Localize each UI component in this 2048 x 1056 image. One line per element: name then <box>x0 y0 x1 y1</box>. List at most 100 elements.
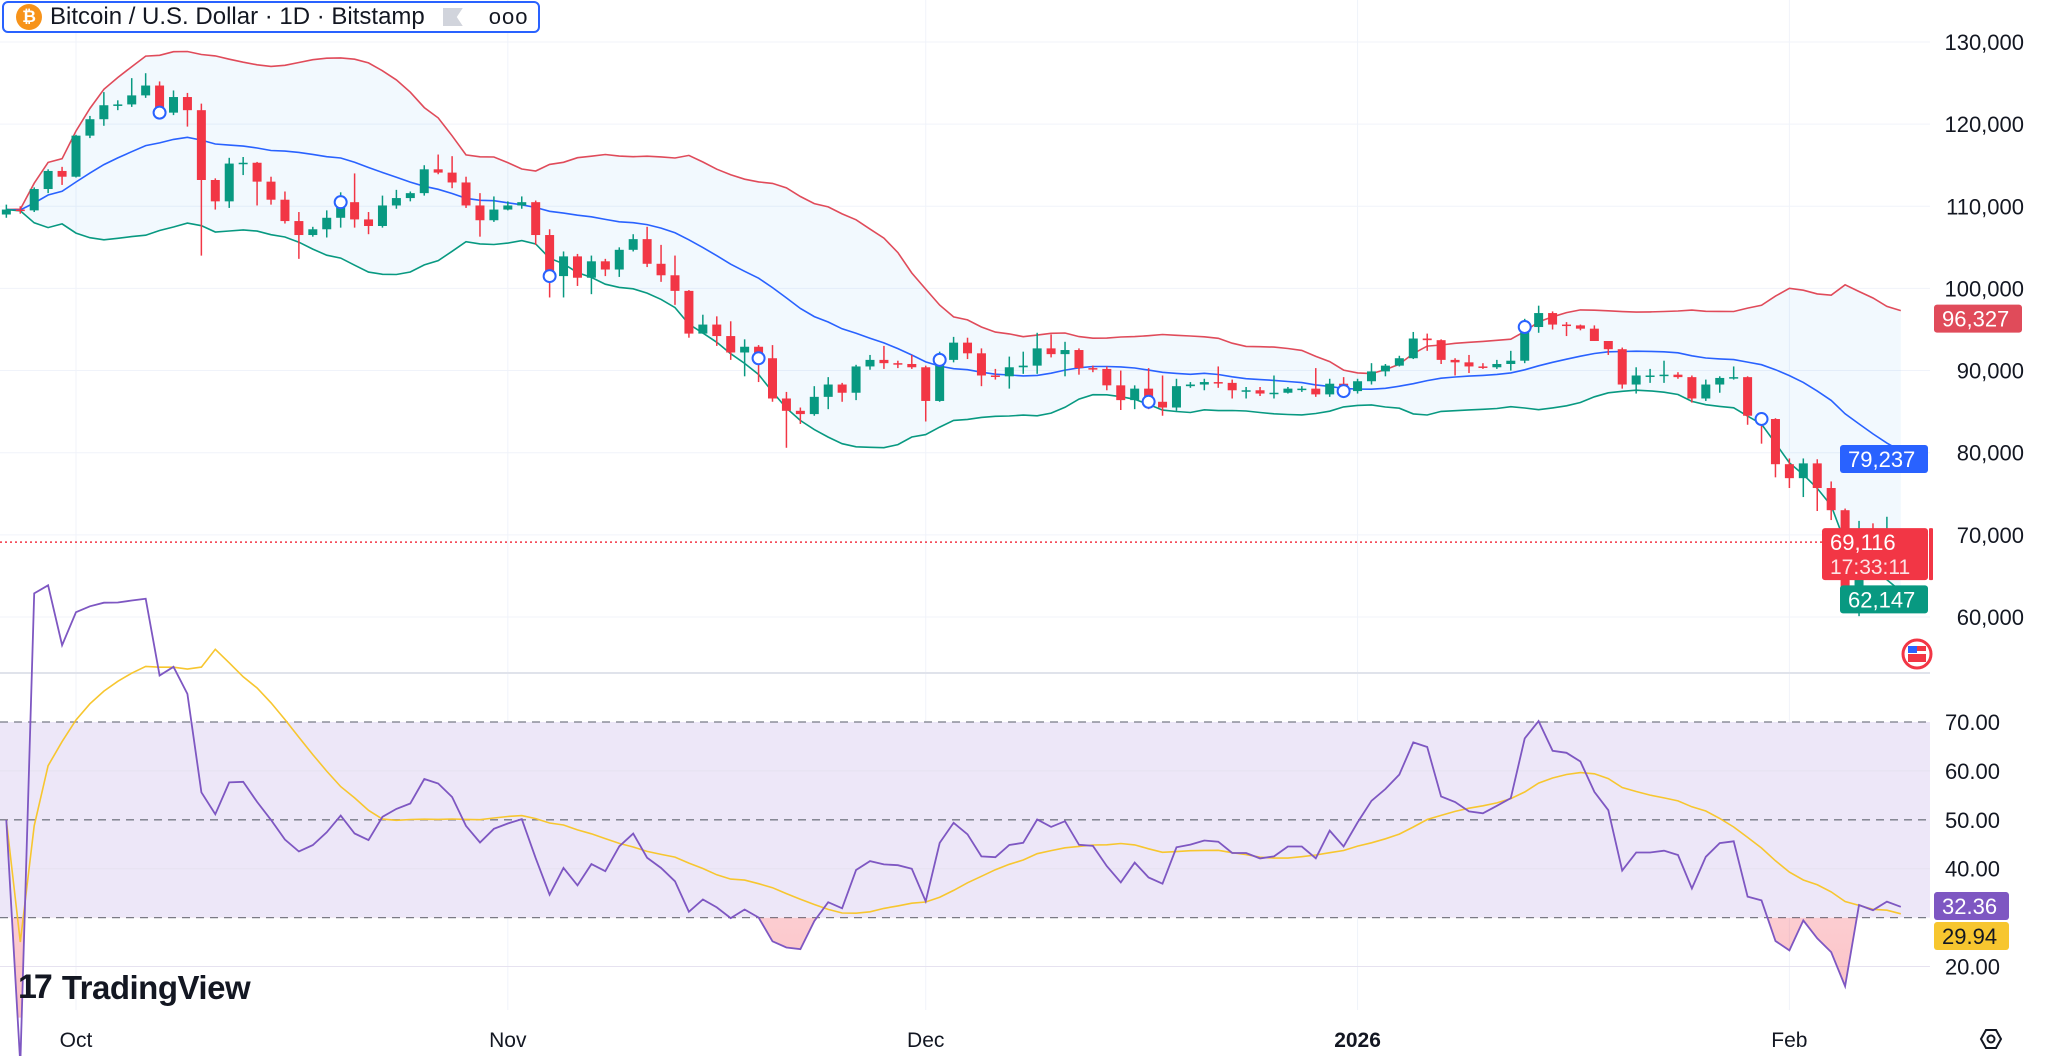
candle-body <box>1701 384 1711 399</box>
candle-body <box>1673 374 1683 378</box>
rsi-tick-label: 20.00 <box>1945 955 2000 980</box>
candle <box>614 247 624 277</box>
bar-countdown-text: 17:33:11 <box>1830 556 1910 579</box>
candle-body <box>1422 338 1432 341</box>
candle <box>893 360 903 369</box>
candle-body <box>1158 401 1168 408</box>
bb-upper-value-label-text: 96,327 <box>1942 307 2009 332</box>
price-tick-label: 130,000 <box>1944 30 2024 55</box>
candle-body <box>1464 362 1474 367</box>
rsi-ma-value-label-text: 29.94 <box>1942 924 1997 949</box>
candle <box>43 169 53 194</box>
candle <box>224 157 234 208</box>
candle-body <box>1562 324 1572 327</box>
candle <box>419 165 429 196</box>
candle-body <box>1450 359 1460 363</box>
candle <box>447 156 457 189</box>
candle <box>182 92 192 127</box>
candle <box>907 354 917 369</box>
candle-body <box>1046 348 1056 355</box>
candle-body <box>294 221 304 236</box>
settings-hexagon-icon[interactable] <box>1979 1029 2003 1049</box>
rsi-tick-label: 60.00 <box>1945 759 2000 784</box>
candle <box>99 92 109 126</box>
candle <box>1715 376 1725 393</box>
candle-body <box>586 261 596 278</box>
candle-body <box>1088 368 1098 370</box>
time-tick-label: Nov <box>489 1029 527 1052</box>
candle <box>1311 368 1321 397</box>
candle <box>169 90 179 116</box>
candle <box>1562 322 1572 337</box>
candle <box>1422 333 1432 351</box>
candle <box>266 176 276 205</box>
candle-body <box>976 353 986 376</box>
candle <box>1241 386 1251 399</box>
candle <box>1603 340 1613 355</box>
candle-body <box>1492 363 1502 368</box>
flag-icon[interactable] <box>442 8 463 26</box>
more-horizontal-icon[interactable]: ooo <box>488 4 529 29</box>
candle-body <box>1770 419 1780 465</box>
candle <box>1784 458 1794 489</box>
settings-hexagon-shape <box>1979 1029 2003 1049</box>
candle-body <box>1798 463 1808 479</box>
candle-body <box>1603 340 1613 350</box>
symbol-legend[interactable]: ₿ Bitcoin / U.S. Dollar · 1D · Bitstamp … <box>2 1 540 33</box>
candle <box>1380 363 1390 377</box>
symbol-title: Bitcoin / U.S. Dollar · 1D · Bitstamp <box>50 3 425 30</box>
candle-body <box>71 135 81 177</box>
candle <box>238 156 248 176</box>
candle-body <box>1366 371 1376 382</box>
candle-body <box>1297 388 1307 391</box>
candle-body <box>740 346 750 353</box>
candle <box>1102 366 1112 391</box>
candle <box>1227 379 1237 399</box>
candle <box>1158 375 1168 416</box>
candle-body <box>127 95 137 105</box>
candle <box>517 196 527 209</box>
candle-body <box>572 256 582 278</box>
candle-body <box>489 209 499 221</box>
candle-body <box>990 375 1000 377</box>
candle-body <box>670 275 680 291</box>
event-marker-icon <box>1336 384 1351 399</box>
bb-upper-value-label-bg <box>1934 304 2022 333</box>
candle-body <box>1060 350 1070 355</box>
candle <box>433 154 443 175</box>
candle <box>391 189 401 209</box>
candle-body <box>1311 388 1321 395</box>
candle-body <box>1743 377 1753 416</box>
candle-body <box>795 410 805 415</box>
candle <box>698 314 708 334</box>
candle <box>1812 459 1822 512</box>
price-tick-label: 110,000 <box>1946 194 2024 219</box>
candle-body <box>1325 383 1335 395</box>
candle <box>1394 355 1404 367</box>
candle-body <box>1687 377 1697 399</box>
candle <box>670 255 680 305</box>
bb-basis-line <box>6 136 1902 452</box>
rsi-tick-label: 40.00 <box>1945 857 2000 882</box>
candle-body <box>1617 349 1627 385</box>
candle-body <box>447 172 457 183</box>
candle <box>726 321 736 360</box>
candle-body <box>1408 338 1418 359</box>
us-flag-events-icon <box>1901 638 1933 670</box>
rsi-tick-label: 50.00 <box>1945 808 2000 833</box>
candle-body <box>1394 358 1404 366</box>
candle <box>1088 365 1098 373</box>
event-marker-icon <box>542 269 557 284</box>
candle <box>949 336 959 363</box>
grid <box>0 0 1930 1010</box>
rsi-ma-value-label: 29.94 <box>1934 922 2009 951</box>
rsi-line <box>5 583 1902 1056</box>
bb-lower-value-label: 62,147 <box>1840 585 1928 614</box>
candle-body <box>322 217 332 230</box>
candle-body <box>1171 386 1181 408</box>
candle <box>712 316 722 346</box>
event-marker-icon <box>751 351 766 366</box>
tradingview-logo[interactable]: 17 TradingView <box>18 968 251 1007</box>
candle <box>740 339 750 377</box>
